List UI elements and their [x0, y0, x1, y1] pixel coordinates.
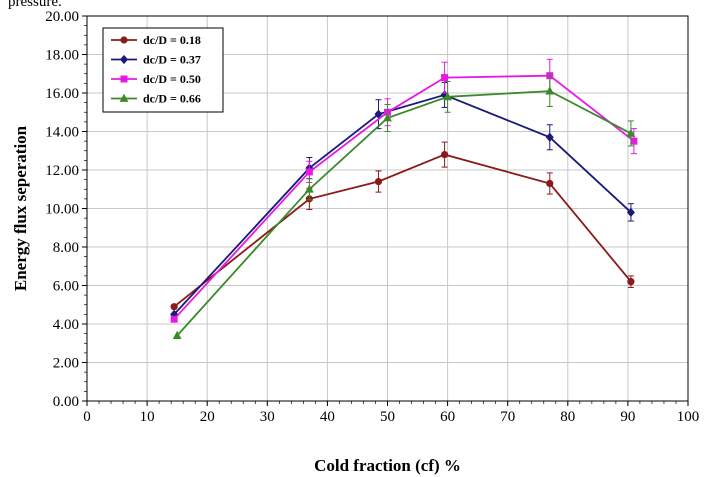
x-axis-title: Cold fraction (cf) % [314, 456, 461, 475]
series-layer [170, 58, 638, 339]
y-axis-title: Energy flux seperation [11, 125, 30, 291]
data-point [626, 128, 636, 137]
y-tick-label: 16.00 [45, 86, 79, 102]
x-tick-label: 70 [500, 409, 515, 425]
data-point [383, 113, 392, 122]
legend-label: dc/D = 0.50 [143, 72, 201, 86]
y-tick-label: 2.00 [53, 356, 79, 372]
data-point [545, 86, 555, 95]
legend: dc/D = 0.18 dc/D = 0.37 dc/D = 0.50 dc/D = … [102, 27, 224, 113]
data-point [374, 177, 383, 186]
data-point [443, 92, 452, 101]
series-line [173, 153, 632, 308]
data-point [545, 132, 554, 142]
data-point [546, 179, 554, 188]
legend-label: dc/D = 0.18 [143, 33, 201, 47]
y-tick-label: 20.00 [45, 9, 79, 25]
series [172, 75, 636, 339]
y-tick-label: 4.00 [53, 317, 79, 333]
data-point [440, 151, 449, 159]
y-tick-label: 14.00 [45, 125, 79, 141]
x-tick-label: 10 [140, 409, 155, 425]
data-point [305, 168, 313, 176]
legend-label: dc/D = 0.66 [143, 92, 201, 106]
data-point [120, 36, 128, 44]
series-line [173, 93, 632, 316]
data-point [304, 184, 314, 193]
data-point [120, 54, 128, 65]
x-tick-label: 50 [380, 409, 395, 425]
x-tick-label: 20 [200, 409, 215, 425]
plot-frame [86, 15, 689, 402]
y-tick-label: 10.00 [45, 202, 79, 218]
data-point [120, 75, 128, 83]
series-line [173, 74, 635, 320]
data-point [627, 278, 635, 286]
data-point [630, 137, 638, 145]
x-tick-label: 30 [260, 409, 275, 425]
y-tick-label: 6.00 [53, 279, 79, 295]
data-point [170, 303, 178, 311]
x-tick-label: 90 [620, 409, 635, 425]
data-point [441, 74, 449, 82]
x-tick-label: 80 [560, 409, 575, 425]
data-point [626, 207, 635, 217]
y-tick-label: 18.00 [45, 48, 79, 64]
data-point [374, 109, 383, 119]
data-point [172, 330, 182, 339]
x-tick-label: 40 [320, 409, 335, 425]
axes: 0 10 20 30 40 50 60 70 80 90 100 0.00 2.00 4.00 6.00 8.… [45, 9, 699, 425]
series-line [176, 90, 632, 337]
y-tick-label: 0.00 [53, 394, 79, 410]
legend-label: dc/D = 0.37 [143, 53, 201, 67]
data-point [170, 315, 178, 323]
y-tick-label: 8.00 [53, 240, 79, 256]
caption-fragment: pressure. [8, 0, 62, 10]
y-tick-label: 12.00 [45, 163, 79, 179]
x-tick-label: 0 [83, 409, 91, 425]
x-tick-label: 60 [440, 409, 455, 425]
data-point [119, 93, 129, 102]
x-tick-label: 100 [677, 409, 700, 425]
